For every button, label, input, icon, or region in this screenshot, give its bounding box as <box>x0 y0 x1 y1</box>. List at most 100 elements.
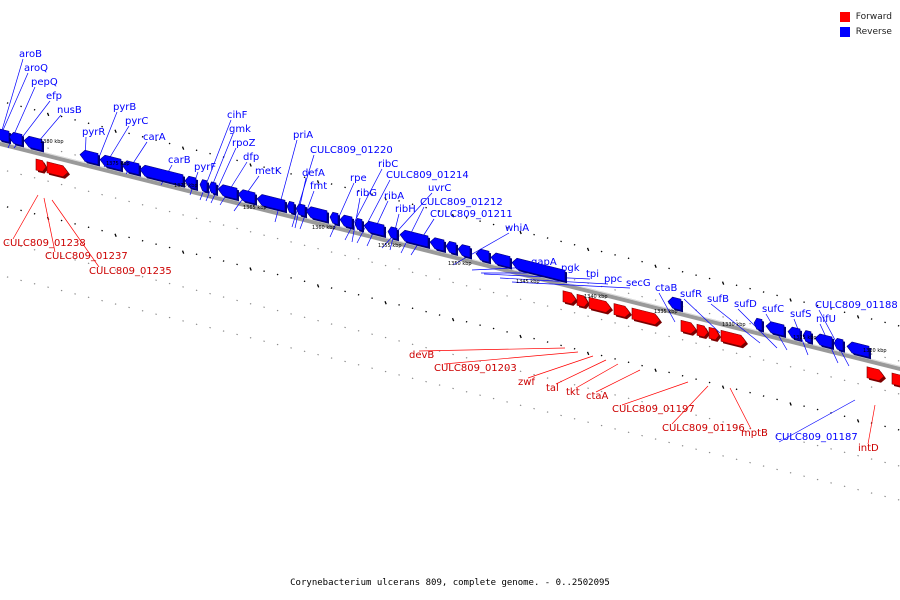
forward-gene-label[interactable]: CULC809_01238 <box>3 238 86 249</box>
reverse-gene-label[interactable]: pyrB <box>113 102 136 113</box>
reverse-gene-arrow-35[interactable] <box>846 341 870 358</box>
reverse-gene-label[interactable]: CULC809_01188 <box>815 300 898 311</box>
reverse-gene-arrow-31[interactable] <box>787 326 801 341</box>
reverse-gene-arrow-27[interactable] <box>511 257 566 282</box>
reverse-gene-arrow-29[interactable] <box>753 317 763 331</box>
reverse-gene-label[interactable]: defA <box>302 168 325 179</box>
reverse-gene-arrow-9[interactable] <box>208 181 217 195</box>
reverse-gene-arrow-16[interactable] <box>329 211 339 225</box>
forward-gene-label[interactable]: zwf <box>518 377 535 388</box>
reverse-gene-label[interactable]: aroQ <box>24 63 48 74</box>
reverse-gene-arrow-6[interactable] <box>139 164 184 187</box>
reverse-gene-arrow-28[interactable] <box>667 296 682 311</box>
reverse-gene-arrow-10[interactable] <box>217 184 238 200</box>
reverse-gene-label[interactable]: gapA <box>531 257 557 268</box>
reverse-gene-label[interactable]: carB <box>168 155 191 166</box>
reverse-gene-label[interactable]: nifU <box>816 314 836 325</box>
reverse-gene-arrow-8[interactable] <box>199 179 208 193</box>
reverse-gene-label[interactable]: pyrF <box>194 162 216 173</box>
forward-gene-label[interactable]: intD <box>858 443 879 454</box>
reverse-gene-label[interactable]: ribC <box>378 159 398 170</box>
reverse-gene-label[interactable]: sufC <box>762 304 784 315</box>
reverse-gene-arrow-22[interactable] <box>429 237 445 252</box>
reverse-gene-arrow-19[interactable] <box>363 220 385 237</box>
reverse-gene-arrow-15[interactable] <box>305 206 328 223</box>
reverse-gene-label[interactable]: dfp <box>243 152 259 163</box>
reverse-gene-arrow-32[interactable] <box>802 330 812 344</box>
reverse-gene-arrow-5[interactable] <box>121 160 140 176</box>
reverse-gene-label[interactable]: pyrC <box>125 116 148 127</box>
reverse-gene-arrow-18[interactable] <box>354 218 363 231</box>
reverse-gene-arrow-3[interactable] <box>79 149 99 165</box>
reverse-gene-label[interactable]: ribG <box>356 188 377 199</box>
reverse-gene-label[interactable]: gmk <box>229 124 251 135</box>
reverse-gene-label[interactable]: pyrR <box>82 127 105 138</box>
reverse-gene-label[interactable]: CULC809_01211 <box>430 209 513 220</box>
forward-gene-arrow-11[interactable] <box>866 366 885 382</box>
forward-gene-arrow-8[interactable] <box>696 323 709 338</box>
reverse-gene-label[interactable]: CULC809_01187 <box>775 432 858 443</box>
reverse-gene-arrow-24[interactable] <box>457 244 471 258</box>
forward-gene-arrow-2[interactable] <box>562 290 577 305</box>
reverse-gene-label[interactable]: sufB <box>707 294 729 305</box>
reverse-gene-label[interactable]: ctaB <box>655 283 678 294</box>
reverse-gene-label[interactable]: rpe <box>350 173 367 184</box>
reverse-gene-arrow-13[interactable] <box>286 201 295 214</box>
reverse-gene-label[interactable]: pgk <box>561 263 580 274</box>
reverse-gene-arrow-0[interactable] <box>0 128 10 143</box>
reverse-gene-arrow-20[interactable] <box>387 226 398 240</box>
reverse-gene-label[interactable]: sufR <box>680 289 702 300</box>
forward-gene-arrow-6[interactable] <box>631 307 661 326</box>
reverse-gene-label[interactable]: cihF <box>227 110 248 121</box>
reverse-gene-arrow-23[interactable] <box>445 241 457 255</box>
forward-gene-label[interactable]: devB <box>409 350 434 361</box>
reverse-gene-label[interactable]: uvrC <box>428 183 451 194</box>
reverse-gene-arrow-2[interactable] <box>23 135 43 151</box>
reverse-gene-arrow-11[interactable] <box>237 189 256 205</box>
reverse-gene-label[interactable]: ribA <box>384 191 404 202</box>
reverse-gene-label[interactable]: aroB <box>19 49 42 60</box>
forward-gene-arrow-0[interactable] <box>35 158 47 172</box>
reverse-gene-label[interactable]: CULC809_01212 <box>420 197 503 208</box>
reverse-gene-arrow-12[interactable] <box>256 194 286 212</box>
reverse-gene-arrow-7[interactable] <box>184 175 197 190</box>
forward-gene-arrow-5[interactable] <box>613 303 631 318</box>
forward-gene-label[interactable]: tal <box>546 383 559 394</box>
reverse-gene-arrow-21[interactable] <box>399 229 429 248</box>
reverse-gene-label[interactable]: CULC809_01220 <box>310 145 393 156</box>
reverse-gene-arrow-34[interactable] <box>833 337 844 352</box>
reverse-gene-label[interactable]: whiA <box>505 223 529 234</box>
reverse-gene-arrow-26[interactable] <box>490 252 511 268</box>
reverse-gene-label[interactable]: ppc <box>604 274 622 285</box>
reverse-gene-label[interactable]: secG <box>626 278 651 289</box>
reverse-gene-label[interactable]: priA <box>293 130 313 141</box>
reverse-gene-arrow-25[interactable] <box>475 248 490 263</box>
reverse-gene-label[interactable]: tpi <box>586 269 599 280</box>
reverse-gene-arrow-30[interactable] <box>765 321 785 337</box>
reverse-gene-label[interactable]: metK <box>255 166 282 177</box>
forward-gene-label[interactable]: CULC809_01196 <box>662 423 745 434</box>
forward-gene-arrow-3[interactable] <box>576 293 589 308</box>
reverse-gene-arrow-14[interactable] <box>295 203 306 217</box>
reverse-gene-label[interactable]: ribH <box>395 204 416 215</box>
reverse-gene-label[interactable]: pepQ <box>31 77 58 88</box>
reverse-gene-arrow-4[interactable] <box>99 154 122 171</box>
forward-gene-label[interactable]: tkt <box>566 387 580 398</box>
forward-gene-label[interactable]: ctaA <box>586 391 609 402</box>
forward-gene-label[interactable]: CULC809_01203 <box>434 363 517 374</box>
reverse-gene-label[interactable]: nusB <box>57 105 82 116</box>
forward-gene-arrow-9[interactable] <box>708 326 720 341</box>
reverse-gene-label[interactable]: carA <box>143 132 166 143</box>
forward-gene-arrow-7[interactable] <box>680 319 697 335</box>
reverse-gene-label[interactable]: sufD <box>734 299 757 310</box>
reverse-gene-label[interactable]: CULC809_01214 <box>386 170 469 181</box>
reverse-gene-arrow-17[interactable] <box>339 214 353 229</box>
reverse-gene-arrow-33[interactable] <box>814 333 833 349</box>
forward-gene-arrow-1[interactable] <box>46 161 69 178</box>
reverse-gene-label[interactable]: rpoZ <box>232 138 256 149</box>
forward-gene-arrow-4[interactable] <box>588 296 612 313</box>
forward-gene-label[interactable]: CULC809_01197 <box>612 404 695 415</box>
reverse-gene-label[interactable]: efp <box>46 91 62 102</box>
forward-gene-label[interactable]: mptB <box>741 428 768 439</box>
forward-gene-arrow-12[interactable] <box>891 372 900 387</box>
